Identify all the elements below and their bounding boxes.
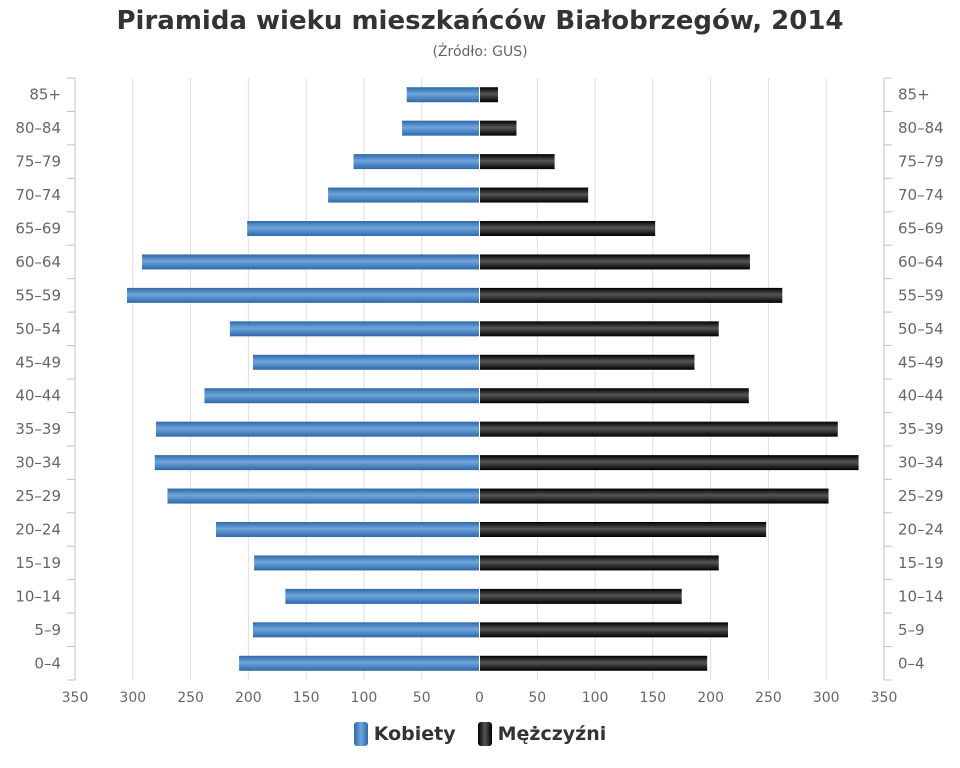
category-label-right: 45–49 xyxy=(898,353,944,371)
bar-female xyxy=(328,187,480,203)
category-label-right: 5–9 xyxy=(898,621,925,639)
bar-female xyxy=(154,455,480,471)
legend: Kobiety Mężczyźni xyxy=(0,722,960,746)
bar-female xyxy=(247,221,480,236)
bar-male xyxy=(479,287,783,303)
bar-female xyxy=(254,555,480,571)
bar-female xyxy=(167,488,480,504)
bar-male xyxy=(479,187,589,203)
bar-male xyxy=(479,87,498,103)
bar-female xyxy=(402,120,480,136)
x-tick-label: 150 xyxy=(293,690,320,706)
category-label-left: 40–44 xyxy=(15,387,61,405)
x-tick-label: 200 xyxy=(235,690,262,706)
category-label-left: 0–4 xyxy=(34,654,61,672)
x-tick-label: 250 xyxy=(177,690,204,706)
category-label-right: 85+ xyxy=(898,86,930,104)
category-label-left: 65–69 xyxy=(15,220,61,238)
legend-label-female: Kobiety xyxy=(373,723,456,745)
category-label-left: 15–19 xyxy=(15,554,61,572)
category-label-left: 55–59 xyxy=(15,286,61,304)
chart-title: Piramida wieku mieszkańców Białobrzegów,… xyxy=(116,6,844,36)
category-label-left: 60–64 xyxy=(15,253,61,271)
category-label-right: 65–69 xyxy=(898,220,944,238)
bar-male xyxy=(479,221,656,236)
bar-male xyxy=(479,254,750,270)
bar-female xyxy=(142,254,480,270)
x-tick-label: 350 xyxy=(871,690,898,706)
x-tick-label: 350 xyxy=(62,690,89,706)
bar-male xyxy=(479,321,719,337)
bar-female xyxy=(406,87,480,103)
bar-female xyxy=(127,287,480,303)
bar-female xyxy=(215,522,480,537)
bar-male xyxy=(479,388,749,404)
legend-label-male: Mężczyźni xyxy=(497,723,607,745)
category-label-right: 55–59 xyxy=(898,286,944,304)
category-label-left: 80–84 xyxy=(15,119,61,137)
category-label-right: 40–44 xyxy=(898,387,944,405)
x-tick-label: 150 xyxy=(639,690,666,706)
bar-male xyxy=(479,488,829,504)
category-label-right: 25–29 xyxy=(898,487,944,505)
bar-male xyxy=(479,555,719,571)
bar-female xyxy=(353,154,480,170)
x-tick-label: 0 xyxy=(475,690,484,706)
x-tick-label: 50 xyxy=(528,690,546,706)
bar-male xyxy=(479,455,859,471)
category-label-left: 75–79 xyxy=(15,153,61,171)
category-label-right: 50–54 xyxy=(898,320,944,338)
bar-female xyxy=(239,655,480,671)
category-label-right: 60–64 xyxy=(898,253,944,271)
category-label-right: 30–34 xyxy=(898,454,944,472)
x-tick-label: 250 xyxy=(755,690,782,706)
bar-male xyxy=(479,154,555,170)
category-label-left: 25–29 xyxy=(15,487,61,505)
category-label-right: 80–84 xyxy=(898,119,944,137)
x-tick-label: 200 xyxy=(697,690,724,706)
bar-male xyxy=(479,354,695,370)
category-label-left: 35–39 xyxy=(15,420,61,438)
x-tick-label: 300 xyxy=(119,690,146,706)
category-label-right: 35–39 xyxy=(898,420,944,438)
category-label-left: 85+ xyxy=(29,86,61,104)
category-label-left: 5–9 xyxy=(34,621,61,639)
bar-male xyxy=(479,622,728,638)
bar-male xyxy=(479,421,838,437)
legend-swatch-female xyxy=(353,722,368,746)
category-label-right: 70–74 xyxy=(898,186,944,204)
x-tick-label: 50 xyxy=(413,690,431,706)
category-label-right: 15–19 xyxy=(898,554,944,572)
bar-female xyxy=(229,321,480,337)
bar-female xyxy=(204,388,480,404)
bar-male xyxy=(479,588,682,604)
bar-male xyxy=(479,522,767,537)
x-tick-label: 300 xyxy=(813,690,840,706)
legend-item-male[interactable]: Mężczyźni xyxy=(477,722,607,746)
category-label-left: 50–54 xyxy=(15,320,61,338)
category-label-right: 20–24 xyxy=(898,521,944,539)
bar-female xyxy=(252,354,480,370)
x-tick-label: 100 xyxy=(351,690,378,706)
category-label-right: 0–4 xyxy=(898,654,925,672)
legend-swatch-male xyxy=(477,722,492,746)
category-label-left: 45–49 xyxy=(15,353,61,371)
bar-female xyxy=(285,588,480,604)
bar-male xyxy=(479,120,517,136)
x-tick-label: 100 xyxy=(582,690,609,706)
category-label-left: 70–74 xyxy=(15,186,61,204)
category-label-left: 10–14 xyxy=(15,587,61,605)
category-label-right: 75–79 xyxy=(898,153,944,171)
category-label-left: 20–24 xyxy=(15,521,61,539)
bar-female xyxy=(155,421,480,437)
chart-subtitle: (Źródło: GUS) xyxy=(432,44,528,60)
category-label-left: 30–34 xyxy=(15,454,61,472)
bar-female xyxy=(252,622,480,638)
legend-item-female[interactable]: Kobiety xyxy=(353,722,456,746)
category-label-right: 10–14 xyxy=(898,587,944,605)
bar-male xyxy=(479,655,708,671)
